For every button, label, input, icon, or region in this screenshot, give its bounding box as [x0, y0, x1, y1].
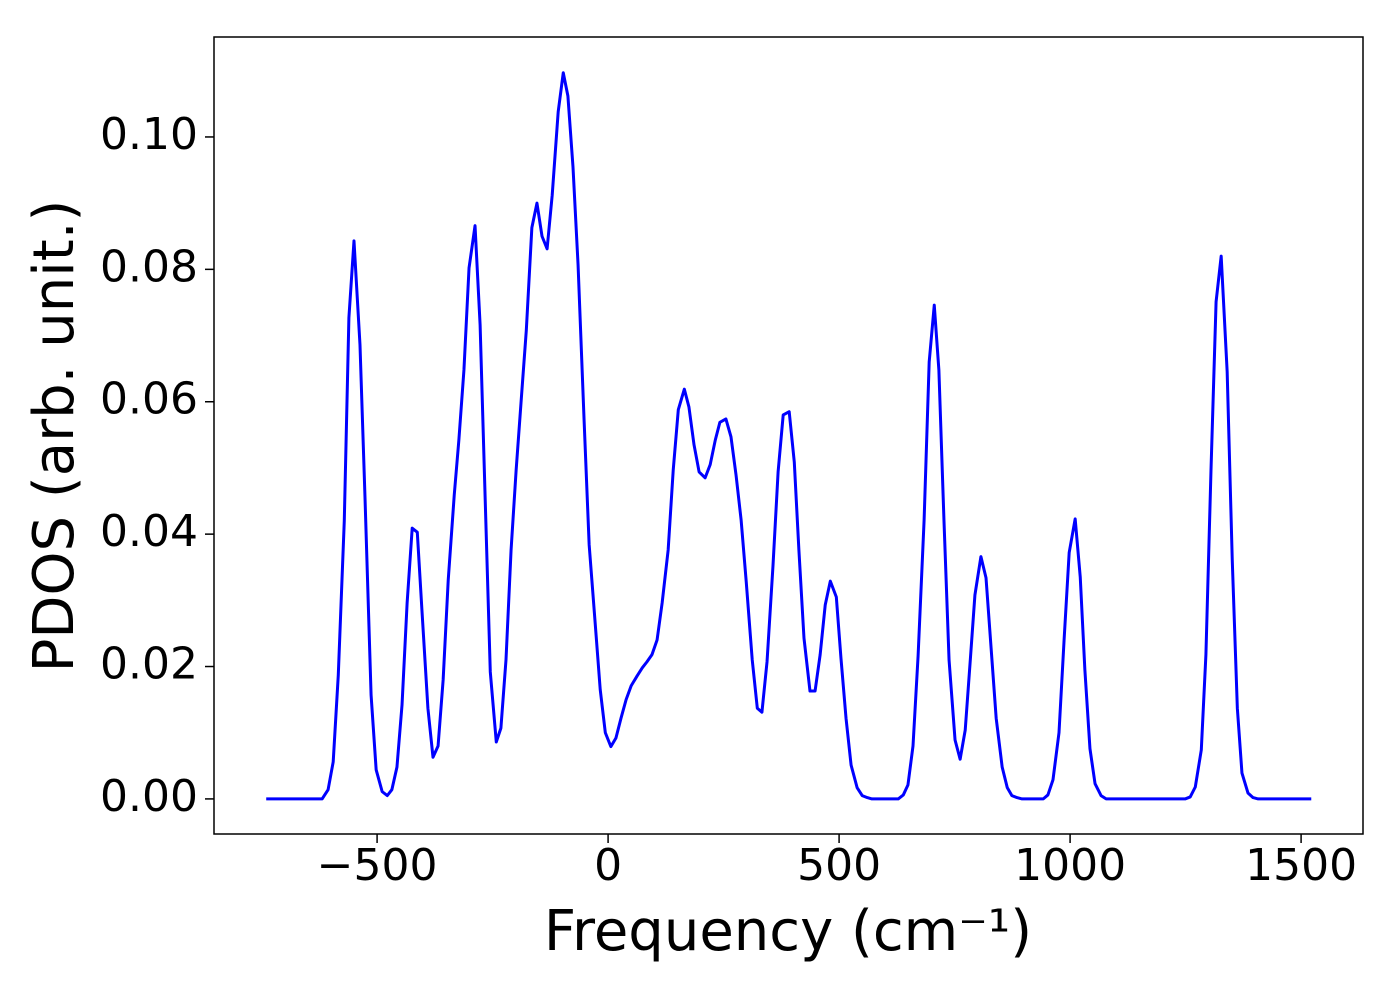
y-tick-label: 0.10: [100, 109, 198, 160]
y-axis-label: PDOS (arb. unit.): [22, 200, 87, 673]
plot-frame: [213, 36, 1364, 835]
x-axis-label: Frequency (cm⁻¹): [544, 899, 1032, 964]
x-tick-label: −500: [317, 840, 438, 891]
x-tick-label: 1000: [1014, 840, 1126, 891]
y-tick-label: 0.00: [100, 771, 198, 822]
pdos-line: [266, 71, 1312, 801]
x-tick-label: 500: [797, 840, 881, 891]
x-tick-label: 0: [594, 840, 622, 891]
y-tick-label: 0.06: [100, 374, 198, 425]
x-tick-label: 1500: [1245, 840, 1357, 891]
y-tick-label: 0.08: [100, 241, 198, 292]
y-tick-label: 0.04: [100, 506, 198, 557]
y-tick-label: 0.02: [100, 639, 198, 690]
